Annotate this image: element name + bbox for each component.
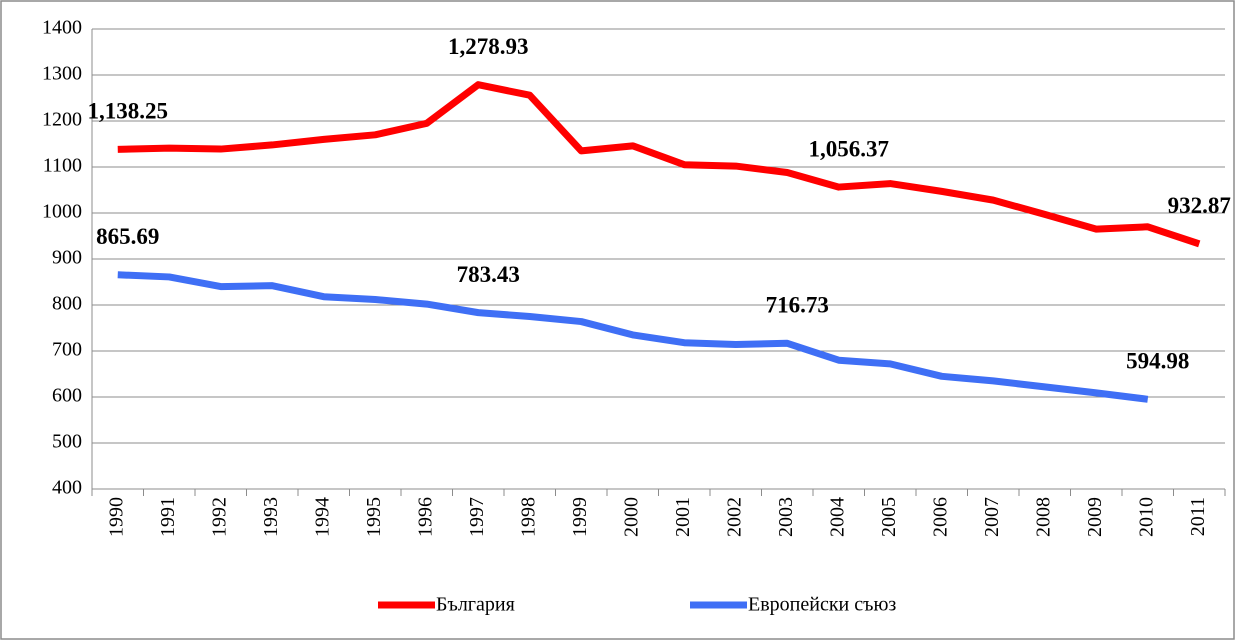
data-label: 1,138.25 <box>88 99 169 124</box>
y-tick-label: 1100 <box>43 155 82 177</box>
y-tick-label: 900 <box>52 247 82 269</box>
x-tick-label: 2004 <box>826 497 848 537</box>
y-tick-label: 800 <box>52 293 82 315</box>
data-label: 783.43 <box>457 262 520 287</box>
x-tick-label: 2000 <box>620 497 642 537</box>
x-tick-label: 1991 <box>157 497 179 537</box>
series-line <box>117 81 1201 248</box>
x-tick-label: 1990 <box>105 497 127 537</box>
series-line <box>117 271 1149 403</box>
x-tick-label: 2001 <box>672 497 694 537</box>
x-tick-label: 2008 <box>1032 497 1054 537</box>
x-tick-label: 2009 <box>1084 497 1106 537</box>
data-label: 716.73 <box>766 293 829 318</box>
x-tick-label: 2010 <box>1135 497 1157 537</box>
data-label: 594.98 <box>1126 349 1189 374</box>
y-tick-label: 1200 <box>42 109 82 131</box>
data-label: 1,056.37 <box>809 136 890 161</box>
data-label: 932.87 <box>1168 193 1231 218</box>
y-tick-label: 400 <box>52 477 82 499</box>
data-label: 865.69 <box>96 224 159 249</box>
x-tick-label: 2002 <box>723 497 745 537</box>
x-tick-label: 1993 <box>260 497 282 537</box>
x-tick-label: 2011 <box>1187 497 1209 536</box>
y-tick-label: 1400 <box>42 17 82 39</box>
x-tick-label: 1999 <box>569 497 591 537</box>
legend-label: Европейски съюз <box>748 594 896 616</box>
x-tick-label: 2003 <box>775 497 797 537</box>
y-tick-label: 600 <box>52 385 82 407</box>
y-tick-label: 500 <box>52 431 82 453</box>
x-tick-label: 1996 <box>414 497 436 537</box>
y-tick-label: 700 <box>52 339 82 361</box>
x-tick-label: 2007 <box>981 497 1003 537</box>
x-tick-label: 2005 <box>878 497 900 537</box>
x-tick-label: 1995 <box>363 497 385 537</box>
x-tick-label: 1994 <box>311 497 333 537</box>
x-tick-label: 1998 <box>517 497 539 537</box>
x-tick-label: 1997 <box>466 497 488 537</box>
x-tick-label: 1992 <box>208 497 230 537</box>
y-tick-label: 1300 <box>42 63 82 85</box>
y-tick-label: 1000 <box>42 201 82 223</box>
x-tick-label: 2006 <box>929 497 951 537</box>
data-label: 1,278.93 <box>448 34 529 59</box>
legend-label: България <box>436 594 515 616</box>
